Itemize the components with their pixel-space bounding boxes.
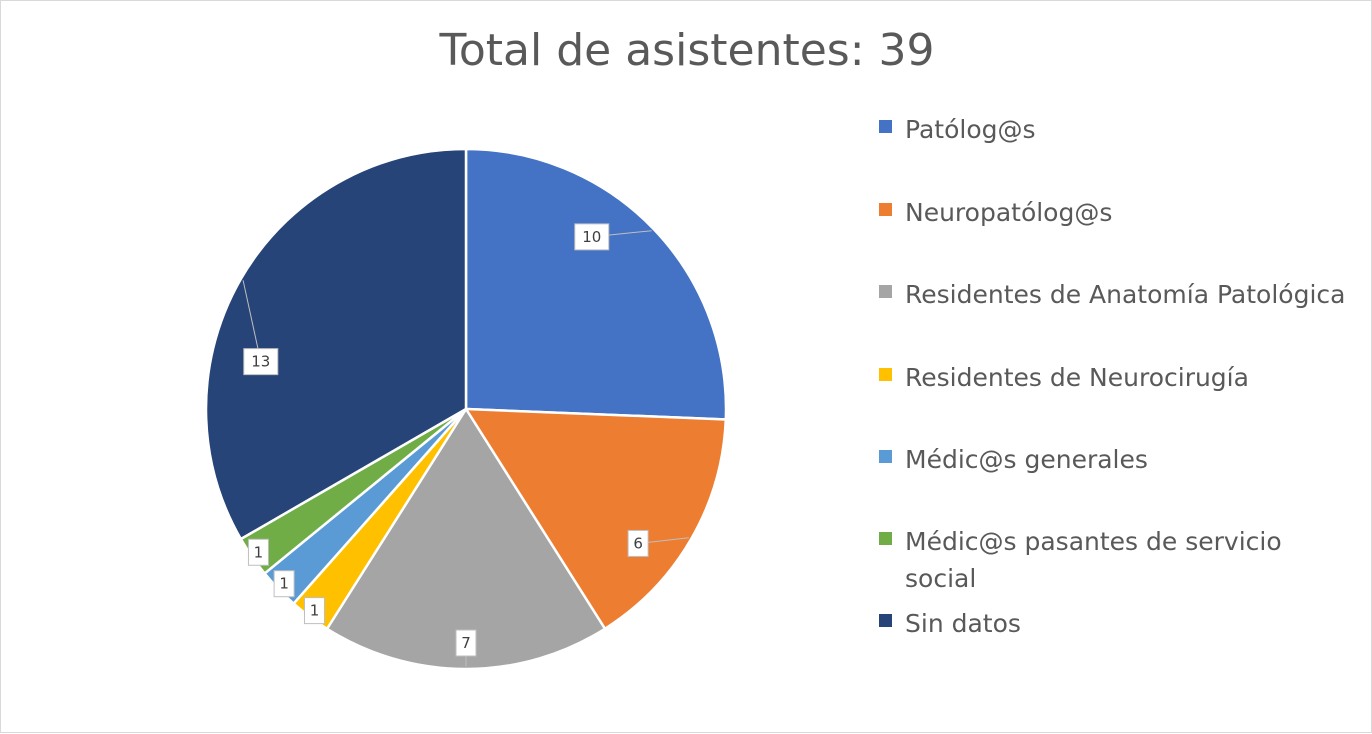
legend-item-sin-datos: Sin datos — [879, 605, 1369, 642]
pie-slice-sin-datos — [204, 147, 468, 541]
pie-slice-residentes-de-anatomia-patologica — [325, 406, 607, 671]
legend-item-medicas-generales: Médic@s generales — [879, 441, 1369, 478]
legend-swatch — [879, 532, 892, 545]
data-label-neuropatologas: 6 — [633, 534, 643, 552]
pie-slice-patologas — [464, 147, 728, 421]
data-label-sin-datos: 13 — [251, 353, 270, 371]
data-label-patologas: 10 — [582, 228, 601, 246]
legend-label: Residentes de Neurocirugía — [905, 363, 1249, 392]
legend-item-neuropatologas: Neuropatólog@s — [879, 194, 1369, 231]
legend-label: Neuropatólog@s — [905, 198, 1113, 227]
legend-swatch — [879, 120, 892, 133]
legend-label: Residentes de Anatomía Patológica — [905, 280, 1346, 309]
legend-swatch — [879, 285, 892, 298]
legend-swatch — [879, 614, 892, 627]
data-label-box — [247, 538, 269, 566]
data-label-medicas-generales: 1 — [279, 575, 289, 593]
legend-label: Sin datos — [905, 609, 1021, 638]
data-label-box — [303, 597, 325, 625]
pie-slice-neuropatologas — [463, 407, 728, 631]
data-label-leader — [242, 280, 262, 362]
legend-swatch — [879, 368, 892, 381]
legend-swatch — [879, 450, 892, 463]
legend-label: Médic@s pasantes de servicio social — [905, 527, 1282, 593]
data-label-residentes-de-anatomia-patologica: 7 — [461, 634, 471, 652]
data-label-medicas-pasantes-de-servicio-social: 1 — [254, 543, 264, 561]
data-label-box — [574, 223, 610, 251]
legend-item-medicas-pasantes-de-servicio-social: Médic@s pasantes de servicio social — [879, 523, 1369, 597]
data-label-residentes-de-neurocirugia: 1 — [310, 602, 320, 620]
chart-title: Total de asistentes: 39 — [439, 25, 935, 76]
data-label-box — [627, 529, 649, 557]
legend-item-patologas: Patólog@s — [879, 111, 1369, 148]
legend-label: Médic@s generales — [905, 445, 1148, 474]
data-label-box — [455, 629, 477, 657]
legend-label: Patólog@s — [905, 115, 1036, 144]
data-label-box — [243, 348, 279, 376]
legend-item-residentes-de-anatomia-patologica: Residentes de Anatomía Patológica — [879, 276, 1369, 313]
legend-item-residentes-de-neurocirugia: Residentes de Neurocirugía — [879, 359, 1369, 396]
legend-swatch — [879, 203, 892, 216]
data-label-box — [273, 570, 295, 598]
